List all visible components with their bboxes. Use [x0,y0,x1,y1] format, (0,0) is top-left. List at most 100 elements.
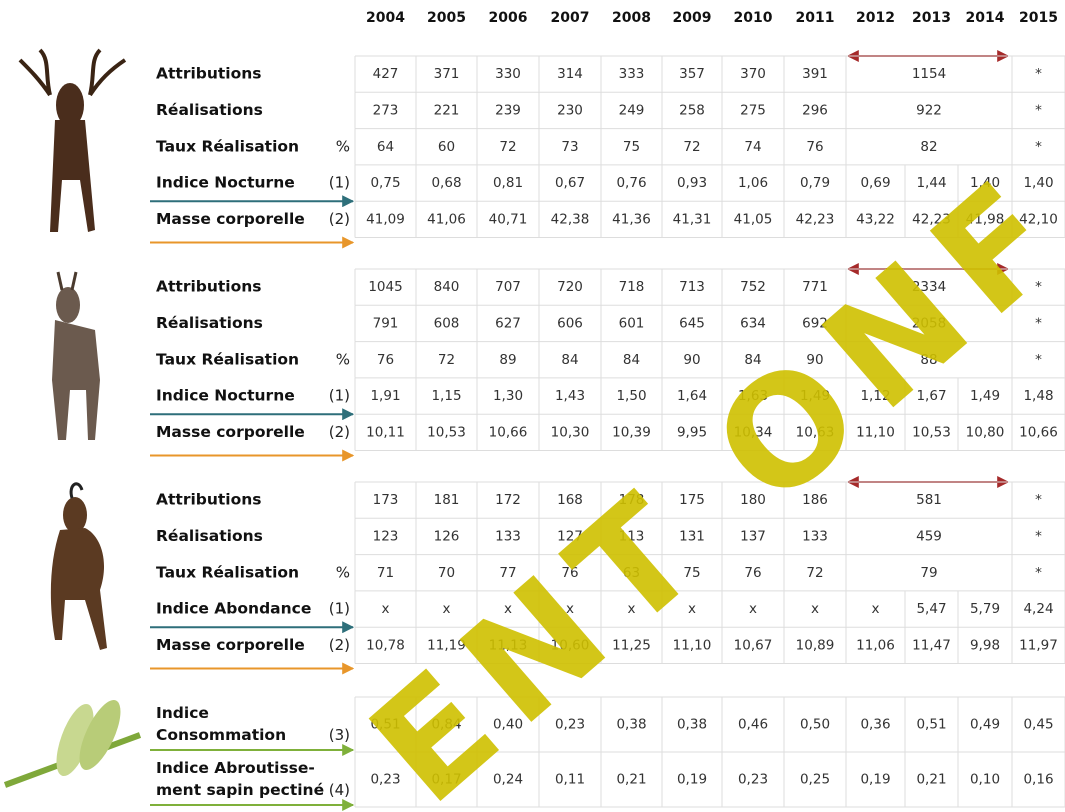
cell: 922 [916,102,942,118]
year-header: 2008 [612,10,651,26]
cell: 333 [619,66,645,82]
year-header: 2005 [427,10,466,26]
cell: 221 [434,102,460,118]
cell: 74 [744,139,761,155]
cell: 82 [920,139,937,155]
cell: 370 [740,66,766,82]
row-label: Taux Réalisation [156,563,299,581]
cell: 0,49 [970,717,1000,733]
cell: 713 [679,279,705,295]
cell: 5,47 [916,601,946,617]
cell: 0,36 [860,717,890,733]
cell: 10,80 [966,424,1005,440]
row-suffix: (2) [329,636,350,654]
cell: 10,39 [612,424,651,440]
cell: 1,50 [616,388,646,404]
cell: x [872,601,880,617]
cell: 627 [495,315,521,331]
row-label: Indice [156,704,209,722]
cell: 72 [683,139,700,155]
cell: 0,23 [738,772,768,788]
row-suffix: (1) [329,174,350,192]
cell: * [1035,102,1042,118]
cell: 0,23 [370,772,400,788]
cell: 42,38 [551,211,590,227]
cell: x [382,601,390,617]
row-suffix: (2) [329,423,350,441]
cell: 76 [806,139,823,155]
cell: 1,30 [493,388,523,404]
cell: 11,97 [1019,637,1058,653]
cell: 249 [619,102,645,118]
row-label: Attributions [156,278,262,296]
cell: 1,15 [431,388,461,404]
cell: 0,19 [677,772,707,788]
year-header: 2007 [551,10,590,26]
row-label: Indice Abroutisse- [156,759,315,777]
cell: 5,79 [970,601,1000,617]
cell: 1045 [368,279,402,295]
cell: 10,89 [796,637,835,653]
watermark: ENT ONF [339,139,1065,812]
cell: 273 [373,102,399,118]
row-label: Indice Abondance [156,600,311,618]
cell: 0,38 [677,717,707,733]
fir-branch-image [5,695,140,785]
roe-deer-image [52,272,100,440]
cell: 608 [434,315,460,331]
cell: 72 [438,352,455,368]
cell: 1,43 [555,388,585,404]
cell: 0,69 [860,175,890,191]
cell: 126 [434,528,460,544]
year-header: 2013 [912,10,951,26]
cell: 427 [373,66,399,82]
cell: 634 [740,315,766,331]
cell: 10,67 [734,637,773,653]
cell: x [749,601,757,617]
year-header: 2006 [489,10,528,26]
cell: * [1035,492,1042,508]
cell: 1,91 [370,388,400,404]
cell: 720 [557,279,583,295]
cell: 645 [679,315,705,331]
year-header: 2012 [856,10,895,26]
cell: 60 [438,139,455,155]
cell: 84 [561,352,578,368]
cell: 391 [802,66,828,82]
row-label: Taux Réalisation [156,350,299,368]
year-header: 2009 [673,10,712,26]
row-label: Réalisations [156,314,263,332]
cell: 173 [373,492,399,508]
cell: 718 [619,279,645,295]
page: 2004200520062007200820092010201120122013… [0,0,1065,812]
cell: 296 [802,102,828,118]
row-label: Consommation [156,726,286,744]
cell: 707 [495,279,521,295]
row-label: Masse corporelle [156,636,305,654]
cell: 0,38 [616,717,646,733]
cell: 89 [499,352,516,368]
cell: 11,06 [856,637,895,653]
cell: 0,50 [800,717,830,733]
cell: 123 [373,528,399,544]
cell: 0,10 [970,772,1000,788]
cell: 41,36 [612,211,651,227]
cell: 0,81 [493,175,523,191]
cell: 606 [557,315,583,331]
year-header: 2011 [796,10,835,26]
cell: 76 [377,352,394,368]
cell: * [1035,565,1042,581]
cell: 41,06 [427,211,466,227]
cell: 0,21 [916,772,946,788]
cell: 79 [920,565,937,581]
cell: 1,48 [1023,388,1053,404]
cell: 10,53 [427,424,466,440]
cell: 75 [623,139,640,155]
cell: 0,68 [431,175,461,191]
cell: * [1035,139,1042,155]
cell: 275 [740,102,766,118]
cell: 0,11 [555,772,585,788]
row-label: Réalisations [156,101,263,119]
cell: 239 [495,102,521,118]
cell: 1154 [912,66,946,82]
